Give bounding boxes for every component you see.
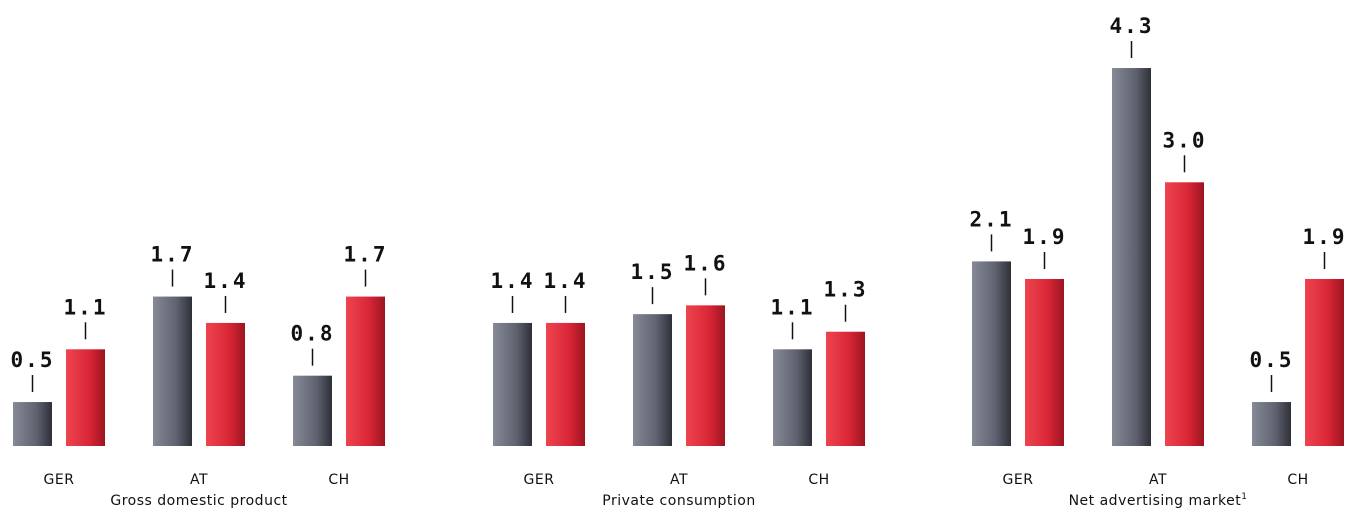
bar-value-label: 1.5 [631, 260, 675, 284]
bar-value-label: 2.1 [970, 207, 1014, 231]
bar-value-label: 1.7 [344, 243, 388, 267]
chart-panel: 1.4 1.4 GER 1.5 1.6 AT 1.1 1.3 CH Private consump… [491, 251, 868, 508]
category-label: GER [524, 472, 555, 488]
bar [1025, 278, 1064, 446]
category-label: CH [1287, 472, 1308, 488]
bar [293, 375, 332, 446]
category-label: GER [1003, 472, 1034, 488]
bar-value-label: 3.0 [1163, 128, 1207, 152]
bar-value-label: 1.4 [544, 269, 588, 293]
bar-value-label: 1.6 [684, 251, 728, 275]
bar [686, 305, 725, 446]
category-label: AT [1149, 472, 1167, 488]
bar [66, 349, 105, 446]
bar [1112, 68, 1151, 446]
bar [493, 322, 532, 446]
bar [206, 322, 245, 446]
bar-value-label: 1.1 [64, 295, 108, 319]
footnote-marker: 1 [1241, 492, 1247, 502]
bar [13, 402, 52, 446]
category-label: AT [190, 472, 208, 488]
bar [826, 331, 865, 446]
bar-value-label: 1.9 [1023, 225, 1067, 249]
bar [153, 296, 192, 446]
bar-value-label: 1.9 [1303, 225, 1345, 249]
bar-value-label: 1.4 [204, 269, 248, 293]
bar-value-label: 0.5 [1250, 348, 1294, 372]
category-label: AT [670, 472, 688, 488]
bar-value-label: 0.8 [291, 322, 335, 346]
bar [1165, 182, 1204, 447]
bar-value-label: 1.1 [771, 295, 815, 319]
panel-title: Private consumption [602, 493, 755, 508]
panel-title: Net advertising market1 [1069, 492, 1248, 508]
bar [546, 322, 585, 446]
bar-value-label: 1.3 [824, 278, 868, 302]
category-label: CH [328, 472, 349, 488]
bar [773, 349, 812, 446]
panel-title: Gross domestic product [110, 493, 287, 508]
category-label: CH [808, 472, 829, 488]
category-label: GER [44, 472, 75, 488]
bar-value-label: 0.5 [11, 348, 55, 372]
bar-value-label: 1.4 [491, 269, 535, 293]
bar [972, 261, 1011, 446]
bar [633, 314, 672, 446]
bar [1252, 402, 1291, 446]
bar-value-label: 4.3 [1110, 14, 1154, 38]
chart-panel: 0.5 1.1 GER 1.7 1.4 AT 0.8 1.7 CH Gross domestic … [11, 243, 388, 508]
bar [1305, 278, 1344, 446]
bar [346, 296, 385, 446]
bar-value-label: 1.7 [151, 243, 195, 267]
chart-panel: 2.1 1.9 GER 4.3 3.0 AT 0.5 1.9 CH Net advertising… [970, 14, 1345, 508]
